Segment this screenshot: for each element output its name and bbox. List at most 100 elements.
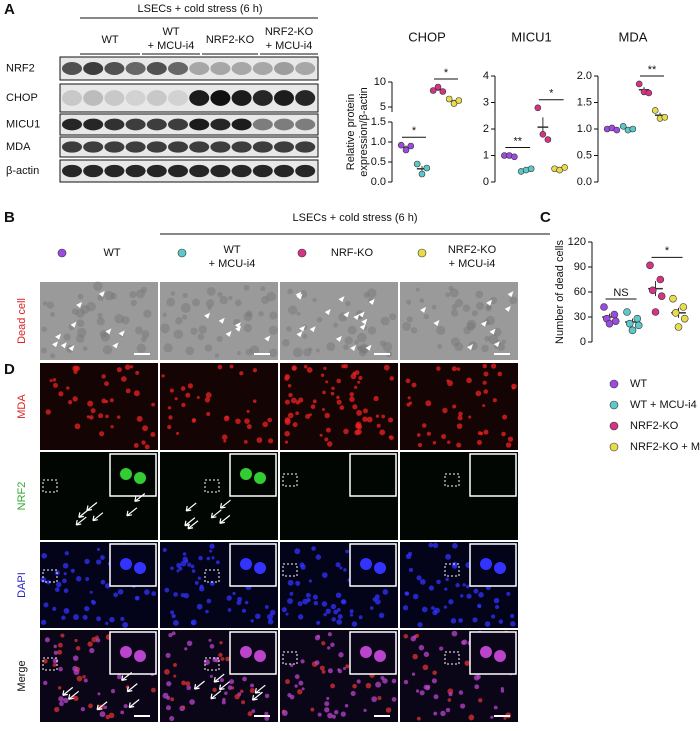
cell-texture — [402, 321, 412, 331]
data-point — [450, 100, 458, 107]
cell-signal — [428, 542, 434, 548]
cell-signal — [403, 634, 409, 639]
cell-signal — [54, 706, 60, 713]
cell-signal — [73, 614, 79, 621]
cell-signal — [182, 705, 186, 709]
cell-signal — [220, 678, 224, 683]
cell-signal — [176, 431, 180, 435]
inset-cell — [120, 646, 132, 658]
cell-signal — [391, 697, 397, 702]
cell-texture — [170, 291, 176, 296]
blot-band — [146, 141, 167, 153]
arrowhead — [98, 290, 105, 297]
cell-signal — [62, 562, 69, 569]
cell-signal — [445, 553, 452, 560]
cell-signal — [509, 613, 515, 619]
cell-signal — [457, 415, 463, 421]
cell-signal — [180, 386, 186, 391]
cell-signal — [206, 556, 211, 561]
inset-source — [42, 657, 58, 671]
cell-signal — [451, 366, 457, 372]
cell-texture — [135, 326, 143, 335]
cell-texture — [46, 301, 55, 309]
cell-signal — [186, 640, 193, 647]
data-point — [651, 308, 660, 316]
y-tick-label: 0.0 — [577, 176, 592, 188]
micrograph — [160, 363, 278, 450]
cell-signal — [303, 364, 308, 369]
cell-signal — [321, 601, 328, 607]
cell-texture — [359, 344, 369, 355]
cell-signal — [416, 716, 421, 721]
cell-signal — [209, 674, 213, 678]
cell-signal — [242, 676, 247, 682]
cell-signal — [220, 656, 225, 661]
cell-texture — [382, 342, 393, 352]
arrow — [210, 690, 222, 700]
data-point — [679, 303, 688, 311]
cell-signal — [244, 418, 250, 424]
cell-signal — [173, 592, 178, 597]
cell-texture — [175, 317, 183, 325]
cell-signal — [416, 433, 421, 437]
blot-band — [295, 164, 316, 178]
cell-texture — [234, 299, 242, 307]
blot-band — [274, 90, 294, 106]
arrow — [134, 493, 146, 503]
data-point — [635, 80, 643, 88]
arrow — [126, 507, 138, 517]
cell-signal — [323, 612, 327, 617]
cell-signal — [222, 697, 226, 702]
cell-signal — [477, 604, 482, 609]
cell-signal — [56, 581, 62, 588]
cell-signal — [169, 716, 175, 722]
cell-signal — [291, 366, 297, 371]
cell-signal — [287, 384, 292, 388]
inset-source — [42, 569, 58, 583]
cell-signal — [411, 672, 416, 676]
cell-signal — [473, 588, 479, 594]
cell-signal — [87, 400, 94, 407]
cell-signal — [331, 386, 335, 391]
cell-signal — [120, 616, 125, 622]
data-point — [556, 166, 563, 174]
cell-signal — [91, 636, 97, 643]
cell-signal — [73, 669, 80, 676]
cell-signal — [419, 690, 425, 696]
cell-texture — [296, 311, 301, 316]
cell-signal — [117, 588, 124, 595]
blot-band — [168, 141, 188, 153]
cell-signal — [99, 431, 105, 437]
cell-signal — [57, 642, 63, 648]
cell-signal — [62, 578, 67, 584]
cell-texture — [431, 304, 437, 310]
inset-cell — [134, 562, 146, 574]
cell-signal — [388, 435, 392, 439]
cell-signal — [507, 436, 514, 442]
cell-signal — [168, 415, 173, 420]
inset-cell — [134, 472, 146, 484]
cell-signal — [171, 613, 176, 619]
cell-signal — [326, 696, 330, 701]
cell-signal — [421, 606, 428, 613]
cell-signal — [408, 567, 414, 573]
panel-label: B — [4, 209, 15, 226]
arrow — [185, 502, 197, 512]
cell-signal — [444, 587, 448, 591]
blot-band — [274, 164, 294, 178]
cell-signal — [225, 415, 229, 420]
legend-swatch — [609, 400, 619, 410]
cell-signal — [124, 364, 131, 370]
cell-signal — [336, 608, 341, 612]
arrowhead — [68, 345, 75, 352]
cell-signal — [89, 415, 94, 420]
arrow — [78, 508, 90, 518]
blot-band — [125, 62, 146, 75]
cell-signal — [375, 414, 380, 418]
data-point — [561, 164, 568, 171]
blot-band — [62, 62, 82, 75]
cell-signal — [221, 434, 228, 440]
cell-signal — [431, 678, 437, 684]
cell-signal — [339, 405, 345, 411]
cell-texture — [192, 298, 200, 307]
